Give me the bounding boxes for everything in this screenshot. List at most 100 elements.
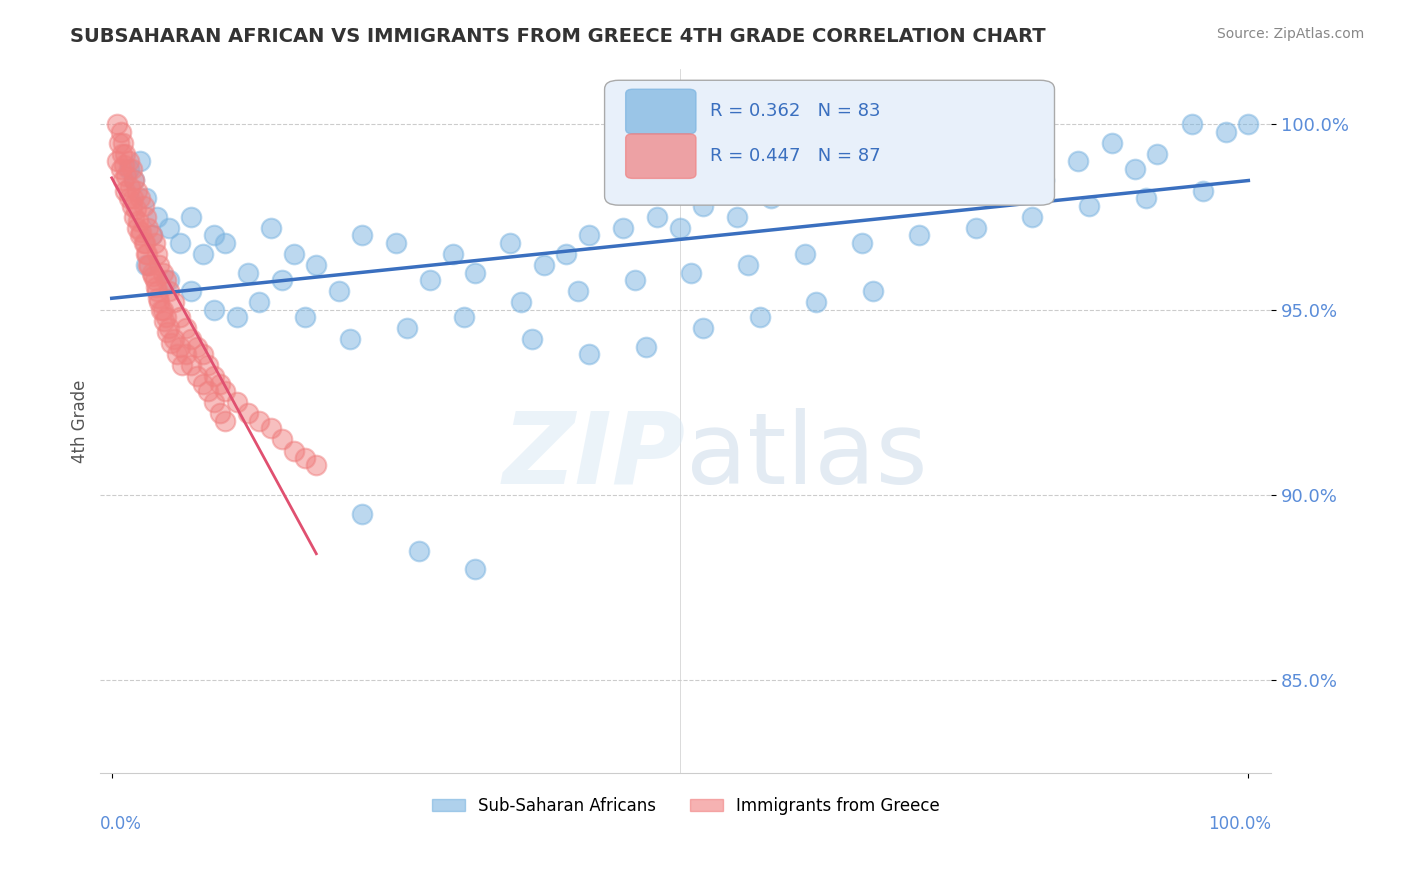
Point — [180, 358, 202, 372]
Text: R = 0.362   N = 83: R = 0.362 N = 83 — [710, 103, 880, 120]
Point — [152, 265, 174, 279]
Point — [127, 213, 149, 227]
Point — [533, 258, 555, 272]
Point — [806, 161, 828, 176]
Point — [260, 421, 283, 435]
Point — [110, 161, 132, 176]
Point — [920, 146, 942, 161]
Point — [107, 136, 129, 150]
Point — [294, 310, 316, 324]
Point — [1123, 161, 1146, 176]
Point — [350, 507, 373, 521]
Point — [169, 235, 191, 250]
Point — [157, 273, 180, 287]
Point — [172, 358, 194, 372]
Point — [186, 369, 208, 384]
Point — [169, 340, 191, 354]
Point — [748, 310, 770, 324]
Point — [283, 247, 305, 261]
Point — [669, 221, 692, 235]
Point — [163, 332, 186, 346]
Point — [124, 202, 146, 217]
Point — [136, 221, 159, 235]
Point — [522, 332, 544, 346]
Point — [328, 284, 350, 298]
Point — [124, 173, 146, 187]
Point — [153, 314, 176, 328]
Point — [419, 273, 441, 287]
Point — [114, 184, 136, 198]
Text: 100.0%: 100.0% — [1208, 815, 1271, 833]
Point — [725, 210, 748, 224]
Point — [132, 199, 155, 213]
Point — [759, 191, 782, 205]
Point — [118, 191, 141, 205]
Point — [124, 173, 146, 187]
Point — [225, 395, 247, 409]
Point — [197, 358, 219, 372]
Point — [214, 235, 236, 250]
Point — [509, 295, 531, 310]
Point — [159, 335, 181, 350]
Point — [737, 258, 759, 272]
Point — [464, 562, 486, 576]
Point — [152, 302, 174, 317]
Point — [129, 228, 152, 243]
Point — [138, 258, 160, 272]
Point — [236, 265, 259, 279]
Point — [839, 173, 862, 187]
Point — [236, 406, 259, 420]
Point — [163, 295, 186, 310]
Point — [350, 228, 373, 243]
Point — [174, 347, 197, 361]
Text: Source: ZipAtlas.com: Source: ZipAtlas.com — [1216, 27, 1364, 41]
Point — [294, 450, 316, 465]
Point — [121, 199, 143, 213]
Point — [305, 458, 328, 473]
Point — [249, 414, 271, 428]
Point — [118, 161, 141, 176]
Point — [1192, 184, 1215, 198]
Point — [132, 235, 155, 250]
Point — [794, 247, 817, 261]
Point — [115, 169, 138, 183]
Point — [208, 406, 231, 420]
Point — [225, 310, 247, 324]
Point — [202, 395, 225, 409]
Point — [1021, 210, 1043, 224]
Point — [953, 136, 976, 150]
Point — [214, 414, 236, 428]
Point — [156, 325, 179, 339]
Point — [578, 347, 600, 361]
Point — [129, 154, 152, 169]
Point — [114, 146, 136, 161]
Text: atlas: atlas — [686, 408, 928, 505]
Point — [555, 247, 578, 261]
Point — [141, 228, 163, 243]
Point — [441, 247, 464, 261]
Point — [271, 273, 294, 287]
Point — [136, 258, 159, 272]
Point — [191, 247, 214, 261]
Point — [146, 284, 169, 298]
Point — [180, 332, 202, 346]
Point — [191, 376, 214, 391]
Point — [135, 258, 157, 272]
Point — [180, 284, 202, 298]
Point — [896, 161, 918, 176]
Point — [202, 228, 225, 243]
Point — [112, 173, 135, 187]
Point — [1010, 146, 1032, 161]
Point — [783, 173, 806, 187]
Point — [145, 280, 167, 294]
Point — [1215, 124, 1237, 138]
Point — [105, 117, 128, 131]
Point — [146, 210, 169, 224]
Point — [464, 265, 486, 279]
Point — [118, 154, 141, 169]
Point — [806, 295, 828, 310]
Point — [125, 221, 148, 235]
Point — [681, 265, 703, 279]
Point — [965, 221, 987, 235]
Point — [157, 284, 180, 298]
